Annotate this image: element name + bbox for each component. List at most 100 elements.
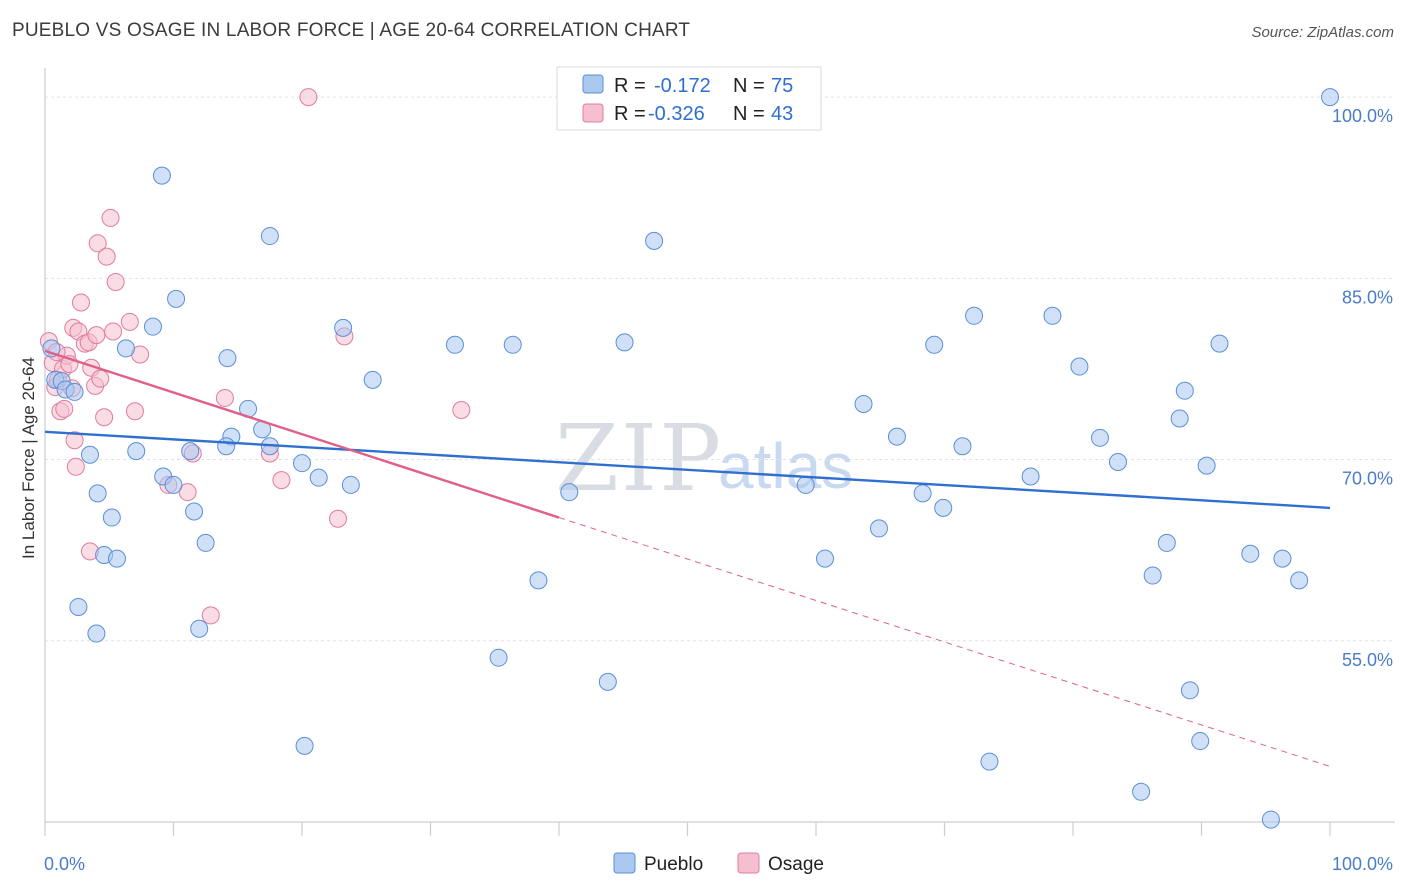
- bottom-legend-swatch-pueblo: [613, 852, 636, 874]
- source-credit: Source: ZipAtlas.com: [1251, 24, 1394, 41]
- osage-trend-extension: [558, 517, 1331, 767]
- pueblo-point-37: [489, 648, 508, 667]
- pueblo-point-63: [1170, 409, 1189, 428]
- stats-legend: R = -0.172 N = 75 R = -0.326 N = 43: [556, 66, 822, 131]
- osage-point-34: [201, 606, 220, 625]
- pueblo-point-42: [615, 333, 634, 352]
- osage-point-7: [55, 399, 74, 418]
- pueblo-point-50: [925, 335, 944, 354]
- bottom-legend-label-pueblo: Pueblo: [644, 854, 703, 875]
- pueblo-point-43: [645, 231, 664, 250]
- pueblo-point-66: [1191, 732, 1210, 751]
- pueblo-point-46: [854, 394, 873, 413]
- pueblo-point-12: [116, 339, 135, 358]
- legend-n-value-osage: 43: [771, 103, 793, 125]
- pueblo-point-47: [869, 519, 888, 538]
- trend-lines: [44, 349, 1331, 767]
- pueblo-point-21: [196, 533, 215, 552]
- series-legend: Pueblo Osage: [613, 852, 824, 875]
- pueblo-point-34: [341, 475, 360, 494]
- pueblo-point-56: [1043, 306, 1062, 325]
- watermark: ZIP atlas: [555, 405, 853, 512]
- osage-point-10: [66, 457, 85, 476]
- osage-point-11: [65, 431, 84, 450]
- y-axis-label: In Labor Force | Age 20-64: [19, 357, 38, 559]
- pueblo-point-48: [887, 427, 906, 446]
- osage-point-28: [120, 312, 139, 331]
- pueblo-point-33: [334, 318, 353, 337]
- pueblo-series: [42, 88, 1339, 829]
- pueblo-point-28: [260, 227, 279, 246]
- pueblo-point-11: [87, 624, 106, 643]
- pueblo-point-44: [796, 475, 815, 494]
- pueblo-point-60: [1132, 782, 1151, 801]
- pueblo-point-70: [1273, 549, 1292, 568]
- pueblo-point-6: [88, 484, 107, 503]
- osage-point-26: [104, 322, 123, 341]
- legend-r-value-osage: -0.326: [648, 103, 705, 125]
- pueblo-point-7: [102, 508, 121, 527]
- pueblo-point-41: [598, 672, 617, 691]
- pueblo-point-65: [1180, 681, 1199, 700]
- pueblo-point-13: [143, 317, 162, 336]
- pueblo-point-54: [980, 752, 999, 771]
- pueblo-point-55: [1021, 467, 1040, 486]
- bottom-legend-label-osage: Osage: [768, 854, 824, 875]
- pueblo-point-22: [190, 619, 209, 638]
- osage-series: [39, 88, 471, 625]
- axes: [44, 68, 1395, 836]
- watermark-zip: ZIP: [555, 405, 723, 512]
- pueblo-point-71: [1290, 571, 1309, 590]
- legend-n-value-pueblo: 75: [771, 75, 793, 97]
- osage-point-20: [87, 326, 106, 345]
- osage-point-22: [91, 369, 110, 388]
- legend-n-label-pueblo: N =: [733, 75, 765, 97]
- pueblo-point-20: [185, 502, 204, 521]
- pueblo-point-58: [1090, 428, 1109, 447]
- osage-point-41: [452, 401, 471, 420]
- osage-point-14: [71, 293, 90, 312]
- pueblo-point-15: [167, 289, 186, 308]
- pueblo-point-25: [217, 437, 236, 456]
- osage-point-23: [95, 408, 114, 427]
- pueblo-point-32: [295, 736, 314, 755]
- pueblo-point-23: [218, 349, 237, 368]
- legend-n-label-osage: N =: [733, 103, 765, 125]
- pueblo-point-51: [934, 498, 953, 517]
- pueblo-point-61: [1143, 566, 1162, 585]
- pueblo-point-16: [127, 442, 146, 461]
- pueblo-point-18: [181, 442, 200, 461]
- x-tick-label-1: 100.0%: [1332, 854, 1393, 874]
- pueblo-point-72: [1261, 810, 1280, 829]
- pueblo-point-38: [503, 335, 522, 354]
- osage-point-39: [328, 509, 347, 528]
- legend-r-label-pueblo: R =: [614, 75, 646, 97]
- pueblo-point-10: [69, 597, 88, 616]
- pueblo-point-53: [965, 306, 984, 325]
- pueblo-point-64: [1175, 381, 1194, 400]
- pueblo-point-35: [363, 370, 382, 389]
- osage-point-27: [106, 272, 125, 291]
- pueblo-point-19: [164, 475, 183, 494]
- pueblo-point-67: [1197, 456, 1216, 475]
- pueblo-point-68: [1210, 334, 1229, 353]
- gridlines: [45, 96, 1395, 642]
- pueblo-trend-line: [44, 430, 1331, 510]
- watermark-atlas: atlas: [718, 430, 853, 502]
- y-axis-tick-labels: 55.0% 70.0% 85.0% 100.0%: [1332, 106, 1393, 670]
- osage-point-37: [272, 471, 291, 490]
- pueblo-point-62: [1157, 533, 1176, 552]
- osage-point-32: [178, 483, 197, 502]
- pueblo-point-69: [1241, 544, 1260, 563]
- pueblo-point-39: [529, 571, 548, 590]
- pueblo-point-4: [65, 382, 84, 401]
- pueblo-point-59: [1108, 452, 1127, 471]
- pueblo-point-14: [152, 166, 171, 185]
- pueblo-point-36: [445, 335, 464, 354]
- legend-swatch-osage: [582, 103, 604, 123]
- pueblo-point-30: [293, 454, 311, 473]
- pueblo-point-57: [1070, 357, 1089, 376]
- osage-trend-line: [44, 349, 560, 519]
- osage-point-21: [88, 234, 107, 253]
